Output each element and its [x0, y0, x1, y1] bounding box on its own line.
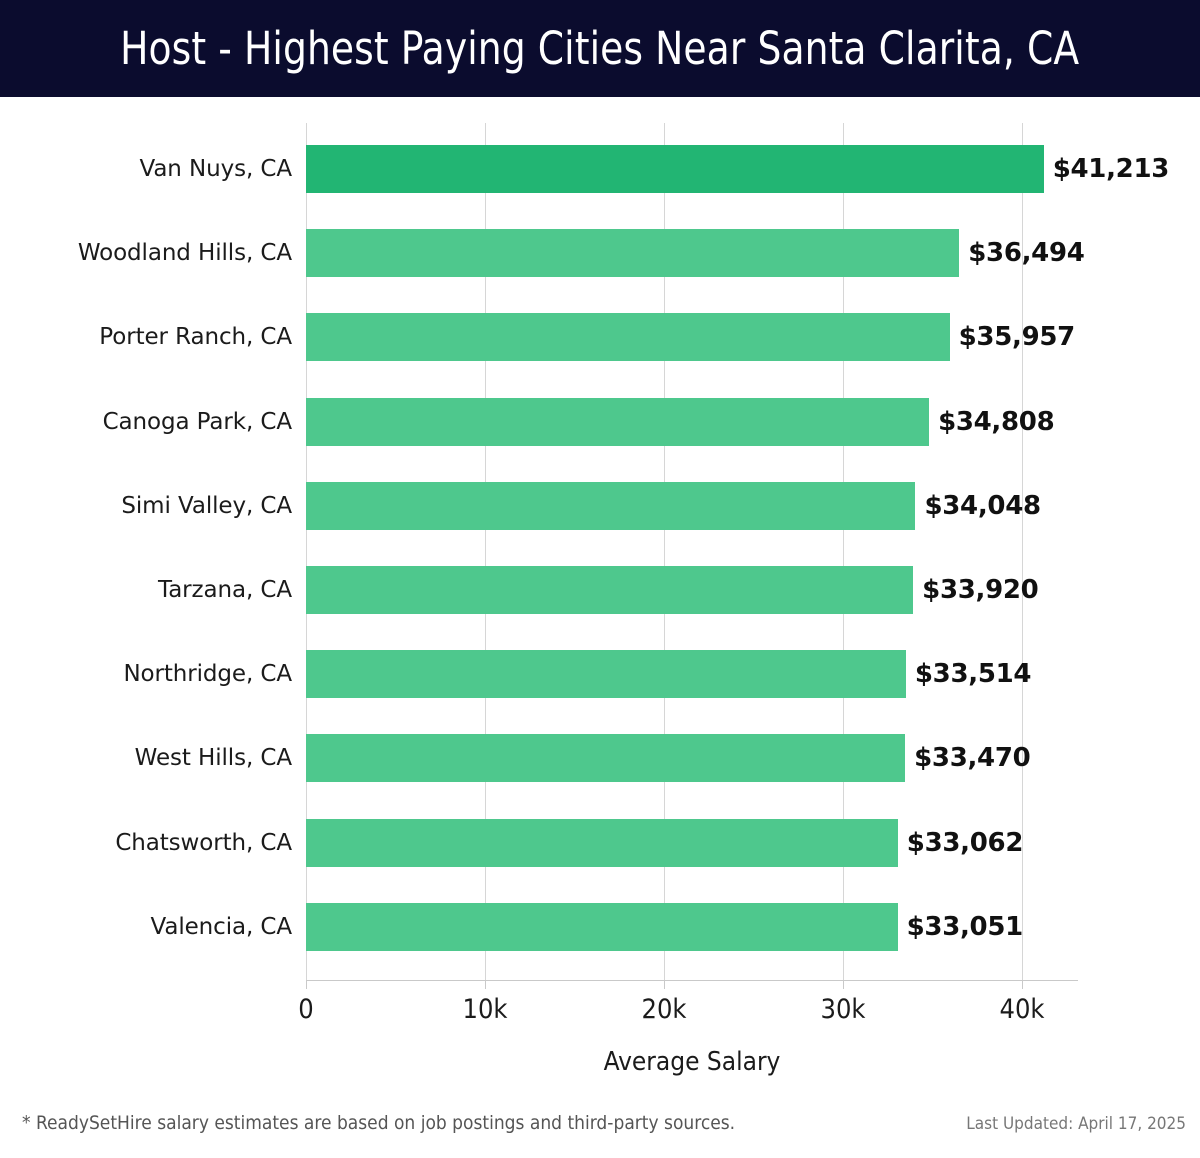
category-label: Simi Valley, CA — [121, 492, 292, 519]
category-label: Van Nuys, CA — [139, 156, 292, 182]
gridline — [843, 123, 844, 980]
bar-row: West Hills, CA $33,470 — [0, 716, 1200, 800]
gridlines — [306, 123, 1023, 980]
gridline — [306, 123, 307, 980]
bar — [306, 734, 906, 783]
chart-header: Host - Highest Paying Cities Near Santa … — [0, 0, 1200, 97]
bar-value-label: $33,062 — [906, 827, 1024, 858]
footer-last-updated: Last Updated: April 17, 2025 — [966, 1114, 1186, 1134]
bar — [306, 481, 916, 530]
category-label: Chatsworth, CA — [115, 829, 292, 856]
x-axis-tick-mark — [1022, 980, 1023, 989]
bar-value-label: $33,920 — [922, 575, 1039, 605]
gridline — [485, 123, 486, 980]
x-axis-tick-label: 10k — [462, 994, 508, 1025]
bar — [306, 818, 898, 867]
category-label: Woodland Hills, CA — [77, 240, 292, 267]
x-axis-line — [306, 980, 1078, 981]
category-label: Porter Ranch, CA — [99, 324, 292, 351]
bar — [306, 229, 960, 278]
bar-row: Van Nuys, CA $41,213 — [0, 127, 1200, 211]
x-axis-tick-mark — [485, 980, 486, 989]
bar-row: Porter Ranch, CA $35,957 — [0, 295, 1200, 379]
bar-row: Woodland Hills, CA $36,494 — [0, 211, 1200, 295]
chart-footer: * ReadySetHire salary estimates are base… — [0, 1098, 1200, 1158]
category-label: West Hills, CA — [134, 745, 292, 772]
x-axis-tick-label: 30k — [820, 994, 866, 1025]
x-axis-title: Average Salary — [603, 1047, 781, 1077]
x-axis-tick-mark — [843, 980, 844, 989]
bar-row: Canoga Park, CA $34,808 — [0, 380, 1200, 464]
bar-value-label: $35,957 — [958, 322, 1076, 353]
category-label: Canoga Park, CA — [102, 408, 293, 435]
bar — [306, 313, 950, 362]
bar-row: Chatsworth, CA $33,062 — [0, 801, 1200, 885]
bar-value-label: $34,808 — [938, 406, 1055, 437]
x-axis-tick-mark — [306, 980, 307, 989]
x-axis-tick-label: 20k — [641, 994, 687, 1025]
bar-value-label: $36,494 — [968, 238, 1085, 269]
x-axis-tick-label: 0 — [298, 994, 314, 1025]
bar — [306, 902, 898, 951]
gridline — [1022, 123, 1023, 980]
bar-value-label: $34,048 — [924, 490, 1041, 521]
bar-row: Northridge, CA $33,514 — [0, 632, 1200, 716]
x-axis-tick-label: 40k — [999, 994, 1045, 1025]
category-label: Tarzana, CA — [158, 577, 292, 603]
bar — [306, 145, 1044, 193]
page-title: Host - Highest Paying Cities Near Santa … — [120, 22, 1080, 75]
gridline — [664, 123, 665, 980]
bar-value-label: $33,514 — [914, 659, 1032, 690]
footer-disclaimer: * ReadySetHire salary estimates are base… — [22, 1112, 736, 1134]
bar-row: Tarzana, CA $33,920 — [0, 548, 1200, 632]
bar-rows: Van Nuys, CA $41,213 Woodland Hills, CA $36… — [0, 97, 1200, 980]
bar — [306, 566, 914, 614]
x-axis-tick-mark — [664, 980, 665, 989]
bar-value-label: $41,213 — [1052, 154, 1170, 184]
category-label: Northridge, CA — [123, 661, 292, 688]
bar-value-label: $33,470 — [914, 743, 1031, 774]
category-label: Valencia, CA — [150, 913, 292, 940]
bar-row: Valencia, CA $33,051 — [0, 885, 1200, 969]
bar — [306, 397, 930, 446]
plot-area: Van Nuys, CA $41,213 Woodland Hills, CA $36… — [0, 97, 1200, 1097]
bar-row: Simi Valley, CA $34,048 — [0, 464, 1200, 548]
bar-value-label: $33,051 — [906, 911, 1024, 942]
bar — [306, 650, 906, 699]
